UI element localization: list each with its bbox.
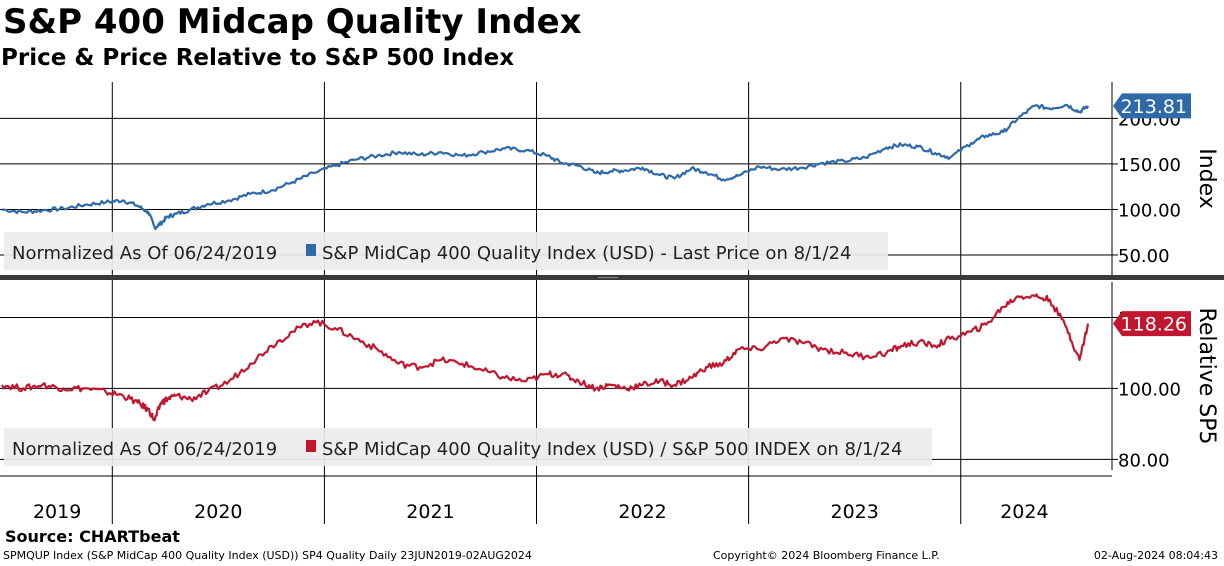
- legend-series-label: S&P MidCap 400 Quality Index (USD) - Las…: [322, 243, 852, 264]
- legend-series-label: S&P MidCap 400 Quality Index (USD) / S&P…: [322, 439, 902, 460]
- last-value-label: 118.26: [1121, 314, 1187, 336]
- ticker-description: SPMQUP Index (S&P MidCap 400 Quality Ind…: [3, 549, 532, 562]
- price-series-line: [1, 103, 1090, 231]
- legend-normalized-note: Normalized As Of 06/24/2019: [12, 243, 277, 264]
- y-tick-label: 50.00: [1118, 246, 1170, 267]
- x-tick-label: 2024: [1000, 501, 1048, 523]
- x-tick-label: 2019: [33, 501, 81, 523]
- y-tick-label: 100.00: [1118, 200, 1181, 221]
- source-note: Source: CHARTbeat: [5, 527, 180, 546]
- x-tick-label: 2020: [194, 501, 242, 523]
- x-tick-label: 2021: [406, 501, 454, 523]
- y-tick-label: 100.00: [1118, 379, 1181, 400]
- last-value-marker: [1113, 93, 1191, 119]
- timestamp: 02-Aug-2024 08:04:43: [1093, 549, 1218, 562]
- legend-swatch: [306, 244, 316, 256]
- legend-normalized-note: Normalized As Of 06/24/2019: [12, 439, 277, 460]
- legend-box: [4, 232, 888, 270]
- legend-swatch: [306, 440, 316, 452]
- relative-series-line: [1, 293, 1090, 422]
- y-axis-title: Relative SP5: [1194, 308, 1219, 445]
- last-value-marker: [1113, 311, 1191, 337]
- last-value-label: 213.81: [1121, 96, 1187, 118]
- chart-title: S&P 400 Midcap Quality Index: [3, 2, 582, 42]
- x-tick-label: 2023: [831, 501, 879, 523]
- y-tick-label: 150.00: [1118, 155, 1181, 176]
- copyright-note: Copyright© 2024 Bloomberg Finance L.P.: [713, 549, 940, 562]
- y-axis-title: Index: [1194, 148, 1219, 209]
- x-tick-label: 2022: [618, 501, 666, 523]
- y-tick-label: 80.00: [1118, 450, 1170, 471]
- legend-box: [4, 428, 932, 466]
- chart-subtitle: Price & Price Relative to S&P 500 Index: [1, 45, 515, 71]
